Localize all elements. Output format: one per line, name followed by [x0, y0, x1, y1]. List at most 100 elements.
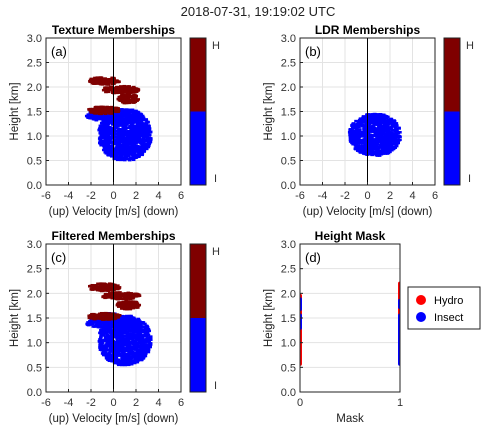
- data-point: [370, 153, 374, 156]
- data-point: [380, 145, 385, 149]
- data-point: [114, 154, 119, 158]
- x-tick-label: 6: [178, 190, 184, 202]
- data-point: [136, 151, 141, 154]
- data-point: [363, 125, 367, 128]
- data-point: [98, 343, 102, 347]
- data-point: [101, 350, 106, 353]
- membership-region-I: [347, 112, 402, 157]
- data-point: [134, 155, 139, 158]
- data-point: [362, 118, 367, 122]
- data-point: [123, 348, 127, 351]
- data-point: [373, 112, 377, 116]
- data-point: [116, 341, 121, 345]
- data-point: [123, 96, 128, 100]
- data-point: [113, 119, 117, 122]
- data-point: [99, 326, 104, 329]
- data-point: [113, 117, 118, 120]
- data-point: [361, 123, 365, 126]
- data-point: [385, 131, 390, 135]
- data-point: [366, 146, 371, 150]
- data-point: [376, 123, 381, 127]
- data-point: [125, 135, 130, 139]
- data-point: [99, 108, 104, 112]
- data-point: [128, 90, 132, 93]
- data-point: [87, 116, 91, 119]
- data-point: [142, 349, 146, 352]
- data-point: [106, 106, 110, 109]
- data-point: [364, 118, 369, 121]
- data-point: [144, 129, 148, 133]
- data-point: [143, 132, 148, 136]
- data-point: [109, 149, 114, 153]
- panel-tag: (a): [51, 44, 67, 59]
- data-point: [131, 137, 136, 140]
- data-point: [354, 145, 358, 149]
- x-tick-label: 0: [110, 190, 116, 202]
- data-point: [389, 146, 394, 149]
- data-point: [375, 153, 380, 156]
- data-point: [143, 125, 148, 128]
- data-point: [121, 127, 125, 131]
- data-point: [89, 288, 94, 291]
- data-point: [135, 360, 140, 364]
- data-point: [105, 148, 109, 151]
- data-point: [393, 140, 397, 144]
- data-point: [101, 325, 106, 329]
- y-tick-label: 2.5: [281, 58, 296, 70]
- data-point: [356, 144, 361, 148]
- y-tick-label: 1.0: [281, 131, 296, 143]
- data-point: [137, 155, 141, 158]
- data-point: [381, 133, 385, 136]
- data-point: [118, 321, 122, 324]
- data-point: [361, 151, 365, 154]
- data-point: [134, 356, 138, 360]
- data-point: [105, 127, 109, 131]
- data-point: [140, 343, 144, 347]
- data-point: [102, 312, 107, 316]
- data-point: [122, 158, 127, 161]
- data-point: [133, 323, 137, 326]
- data-point: [94, 118, 99, 122]
- data-point: [117, 140, 122, 144]
- data-point: [124, 101, 129, 105]
- data-point: [134, 306, 139, 309]
- data-point: [123, 301, 128, 305]
- data-point: [390, 132, 394, 136]
- data-point: [129, 351, 134, 354]
- data-point: [103, 345, 107, 349]
- data-point: [102, 106, 107, 109]
- y-tick-label: 2.0: [27, 288, 42, 300]
- colorbar-frame: [189, 243, 207, 393]
- data-point: [372, 129, 377, 133]
- data-point: [120, 158, 124, 161]
- data-point: [139, 325, 144, 329]
- data-point: [111, 134, 115, 138]
- data-point: [145, 134, 150, 137]
- data-point: [116, 296, 121, 300]
- data-point: [133, 87, 138, 91]
- data-point: [107, 148, 112, 152]
- data-point: [374, 118, 379, 121]
- data-point: [134, 301, 139, 304]
- data-point: [359, 141, 363, 144]
- data-point: [141, 334, 145, 337]
- data-point: [103, 146, 108, 149]
- data-point: [123, 363, 128, 367]
- x-tick-label: -2: [86, 397, 96, 409]
- colorbar: HI: [189, 37, 220, 186]
- data-point: [115, 303, 120, 307]
- data-point: [103, 82, 108, 86]
- data-point: [139, 131, 144, 135]
- data-point: [132, 343, 136, 347]
- data-point: [387, 119, 391, 122]
- data-point: [115, 318, 120, 322]
- data-point: [120, 109, 125, 113]
- data-point: [122, 141, 126, 145]
- data-point: [374, 129, 379, 133]
- data-point: [124, 324, 129, 328]
- data-point: [97, 128, 102, 132]
- data-point: [384, 144, 389, 147]
- data-point: [367, 133, 372, 137]
- data-point: [110, 91, 115, 94]
- data-point: [115, 339, 120, 342]
